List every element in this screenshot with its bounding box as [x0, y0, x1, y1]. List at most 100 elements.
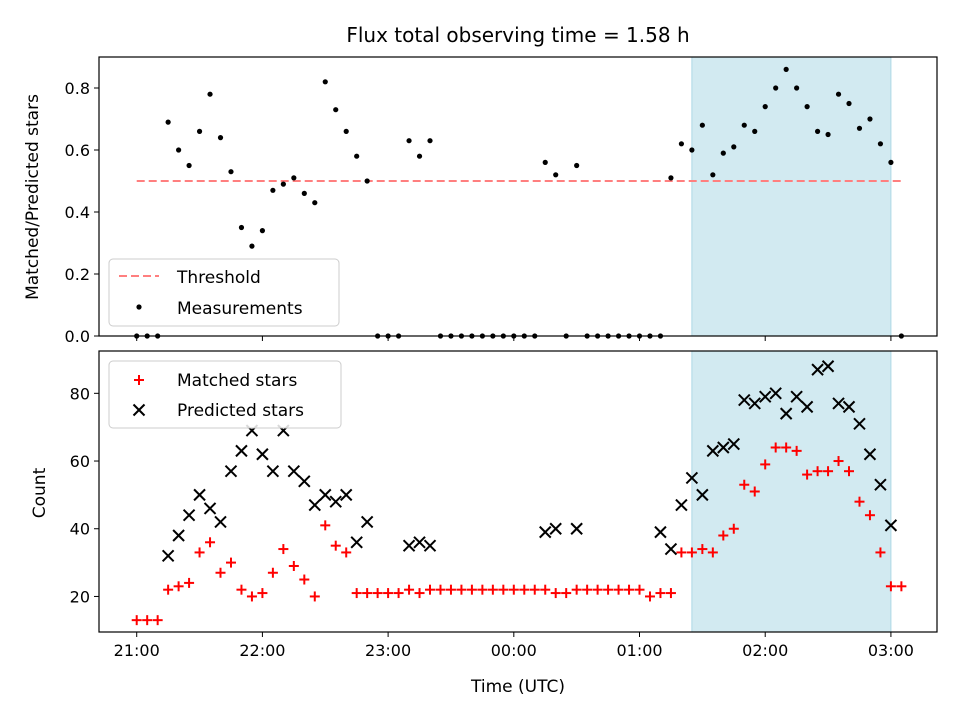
measurement-point: [249, 243, 255, 249]
top-legend-box: [108, 258, 340, 327]
predicted-star-point: [402, 539, 416, 552]
predicted-star-point: [821, 360, 835, 373]
legend-matched-label: Matched stars: [177, 371, 297, 391]
legend-measurements-label: Measurements: [177, 299, 303, 319]
matched-star-point: [152, 615, 163, 626]
measurement-point: [364, 178, 370, 184]
x-tick-label: 02:00: [742, 641, 788, 660]
measurement-point: [762, 104, 768, 110]
bottom-y-tick-label: 40: [70, 520, 90, 539]
measurement-point: [542, 159, 548, 165]
predicted-star-point: [675, 498, 688, 512]
predicted-star-point: [853, 417, 866, 430]
matched-star-point: [540, 584, 551, 595]
measurement-point: [354, 153, 360, 159]
measurement-point: [804, 104, 810, 110]
predicted-star-point: [884, 519, 898, 532]
top-y-tick-label: 0.8: [65, 79, 90, 98]
predicted-star-point: [423, 539, 437, 552]
predicted-star-point: [224, 464, 238, 478]
measurement-point: [343, 128, 349, 134]
matched-star-point: [665, 588, 676, 599]
matched-star-point: [466, 584, 477, 595]
bottom-legend: Matched stars Predicted stars: [108, 360, 342, 429]
predicted-star-point: [235, 444, 248, 458]
legend-predicted-swatch: [132, 403, 146, 417]
predicted-star-point: [800, 400, 814, 414]
predicted-star-point: [748, 397, 761, 410]
predicted-star-point: [319, 488, 332, 502]
predicted-star-point: [779, 407, 793, 420]
matched-star-point: [142, 615, 153, 626]
matched-star-point: [760, 459, 771, 470]
matched-star-point: [561, 588, 572, 599]
matched-star-point: [456, 584, 467, 595]
matched-star-point: [320, 520, 331, 531]
top-y-tick-label: 0.2: [65, 265, 90, 284]
matched-star-point: [686, 547, 697, 558]
bottom-panel: 21:00 22:00 23:00 00:00 01:00 02:00 03:00 20 40 6…: [70, 350, 938, 660]
measurement-point: [238, 224, 245, 231]
matched-star-point: [299, 574, 310, 585]
matched-star-point: [697, 544, 708, 555]
measurement-point: [207, 91, 213, 97]
measurement-point: [825, 131, 831, 138]
chart-title: Flux total observing time = 1.58 h: [346, 23, 689, 47]
matched-star-point: [225, 557, 236, 568]
matched-star-point: [414, 588, 425, 599]
predicted-star-point: [161, 549, 175, 563]
matched-star-point: [351, 588, 362, 599]
measurement-point: [710, 172, 716, 178]
predicted-star-point: [717, 441, 730, 454]
matched-star-point: [404, 584, 415, 595]
predicted-star-point: [266, 464, 280, 478]
matched-star-point: [718, 530, 729, 541]
matched-star-point: [246, 591, 257, 602]
x-axis-label: Time (UTC): [470, 677, 565, 697]
matched-star-point: [445, 584, 456, 595]
matched-star-point: [131, 615, 142, 626]
measurement-point: [814, 128, 821, 134]
predicted-star-point: [696, 488, 709, 502]
matched-star-point: [749, 486, 760, 497]
measurement-point: [553, 172, 559, 178]
matched-star-point: [770, 442, 781, 453]
predicted-star-point: [182, 508, 196, 522]
top-y-tick-label: 0.4: [65, 203, 90, 222]
predicted-star-point: [308, 498, 321, 512]
matched-star-point: [624, 584, 635, 595]
matched-star-point: [613, 584, 624, 595]
x-tick-label: 23:00: [365, 641, 411, 660]
matched-star-point: [257, 588, 268, 599]
measurement-point: [301, 190, 307, 196]
matched-star-point: [383, 588, 394, 599]
measurement-point: [877, 141, 884, 147]
measurement-point: [699, 122, 705, 128]
measurement-point: [416, 153, 423, 159]
matched-star-point: [288, 560, 299, 571]
matched-star-point: [823, 466, 834, 477]
measurement-point: [574, 162, 580, 169]
measurement-point: [427, 138, 433, 144]
predicted-star-point: [863, 448, 877, 461]
predicted-star-point: [214, 515, 227, 529]
measurement-point: [291, 175, 297, 181]
matched-star-point: [676, 547, 687, 558]
matched-star-point: [739, 479, 750, 490]
bottom-highlight-span: [691, 350, 892, 633]
predicted-star-point: [193, 488, 206, 502]
matched-star-point: [854, 496, 865, 507]
x-tick-label: 00:00: [491, 641, 537, 660]
matched-star-point: [393, 588, 404, 599]
legend-matched-swatch: [134, 375, 144, 385]
matched-star-point: [487, 584, 498, 595]
matched-star-point: [341, 547, 352, 558]
matched-star-point: [184, 577, 195, 588]
predicted-star-point: [790, 390, 803, 403]
matched-star-point: [864, 510, 875, 521]
measurement-point: [752, 128, 758, 134]
matched-star-point: [582, 584, 593, 595]
matched-star-point: [571, 584, 582, 595]
matched-star-point: [508, 584, 519, 595]
matched-star-point: [896, 581, 907, 592]
